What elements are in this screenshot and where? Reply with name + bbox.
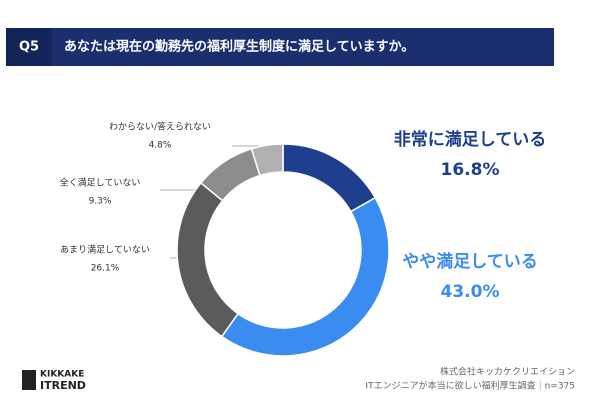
value-label: 9.3% [89, 197, 112, 207]
logo-text: KIKKAKE [40, 370, 84, 380]
source-text: 株式会社キッカケクリエイション [440, 366, 575, 378]
donut-segment [176, 181, 239, 338]
question-label: Q5 [19, 40, 39, 55]
donut-segment [250, 143, 284, 177]
value-label: 16.8% [441, 160, 500, 180]
logo-text: ITREND [40, 379, 86, 392]
value-label: 4.8% [149, 141, 172, 151]
value-label: 43.0% [441, 282, 500, 302]
logo: KIKKAKE ITREND [22, 370, 86, 392]
category-label: 全く満足していない [60, 177, 141, 189]
donut-segment [220, 196, 390, 357]
value-label: 26.1% [91, 264, 120, 274]
category-label: わからない/答えられない [109, 121, 211, 133]
category-label: あまり満足していない [60, 245, 150, 256]
header-bar [6, 28, 554, 66]
category-label: 非常に満足している [394, 129, 547, 150]
donut-segment [282, 143, 377, 213]
question-box [6, 28, 52, 66]
chart-title: あなたは現在の勤務先の福利厚生制度に満足していますか。 [64, 39, 414, 55]
logo-mark [22, 370, 36, 390]
category-label: やや満足している [402, 251, 538, 272]
source-text: ITエンジニアが本当に欲しい福利厚生調査｜n=375 [365, 380, 575, 392]
